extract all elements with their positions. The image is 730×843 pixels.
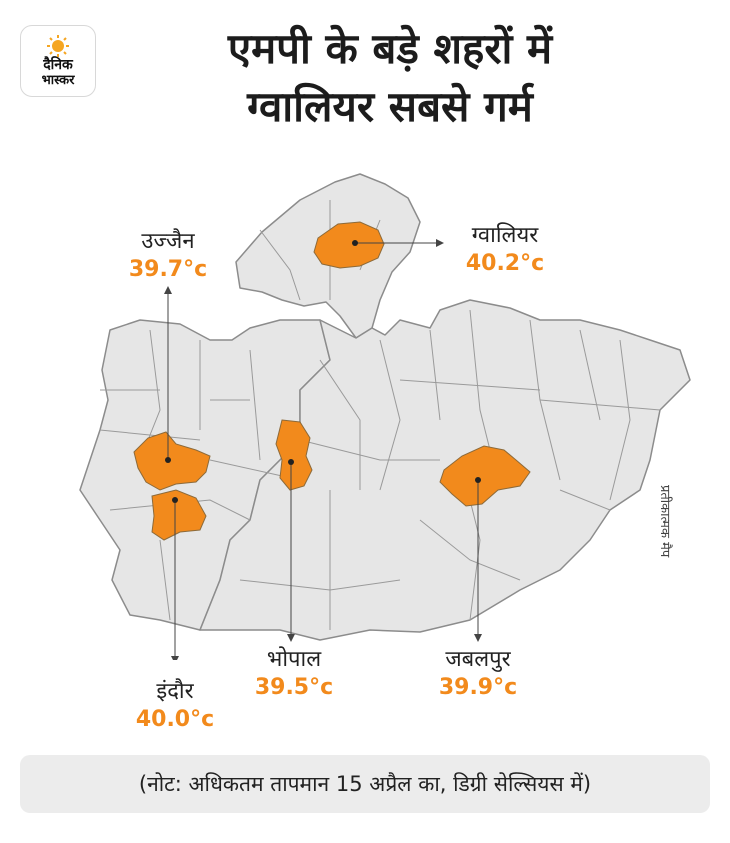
- indore-temp: 40.0°c: [135, 707, 215, 732]
- jabalpur-label: जबलपुर 39.9°c: [422, 646, 534, 702]
- ujjain-region: [133, 431, 211, 491]
- gwalior-name: ग्वालियर: [471, 223, 539, 248]
- bhopal-temp: 39.5°c: [254, 675, 334, 700]
- mp-district-map: [79, 173, 691, 660]
- jabalpur-region: [439, 445, 531, 507]
- gwalior-region: [313, 221, 385, 269]
- leader-lines: [167, 242, 479, 660]
- jabalpur-temp: 39.9°c: [438, 675, 518, 700]
- bhopal-region: [275, 419, 313, 491]
- arrow-heads: [164, 239, 482, 660]
- leader-dots: [165, 240, 481, 503]
- bhopal-name: भोपाल: [266, 647, 322, 672]
- jabalpur-name: जबलपुर: [445, 647, 511, 672]
- indore-region: [151, 489, 207, 541]
- gwalior-label: ग्वालियर 40.2°c: [440, 222, 570, 278]
- ujjain-name: उज्जैन: [141, 229, 195, 254]
- brand-name-line2: भास्कर: [41, 73, 75, 88]
- footer-note: (नोट: अधिकतम तापमान 15 अप्रैल का, डिग्री…: [20, 755, 710, 813]
- ujjain-temp: 39.7°c: [128, 257, 208, 282]
- title-line1: एमपी के बड़े शहरों में: [227, 24, 553, 73]
- page-title: एमपी के बड़े शहरों में ग्वालियर सबसे गर्…: [110, 20, 670, 136]
- sun-icon: [47, 35, 69, 57]
- ujjain-label: उज्जैन 39.7°c: [120, 228, 216, 284]
- representative-map-note: प्रतीकात्मक मैप: [657, 485, 672, 558]
- brand-name-line1: दैनिक: [43, 57, 73, 73]
- brand-logo: दैनिक भास्कर: [20, 25, 96, 97]
- gwalior-temp: 40.2°c: [465, 251, 545, 276]
- bhopal-label: भोपाल 39.5°c: [246, 646, 342, 702]
- indore-name: इंदौर: [156, 679, 194, 704]
- title-line2: ग्वालियर सबसे गर्म: [247, 82, 533, 131]
- indore-label: इंदौर 40.0°c: [125, 678, 225, 734]
